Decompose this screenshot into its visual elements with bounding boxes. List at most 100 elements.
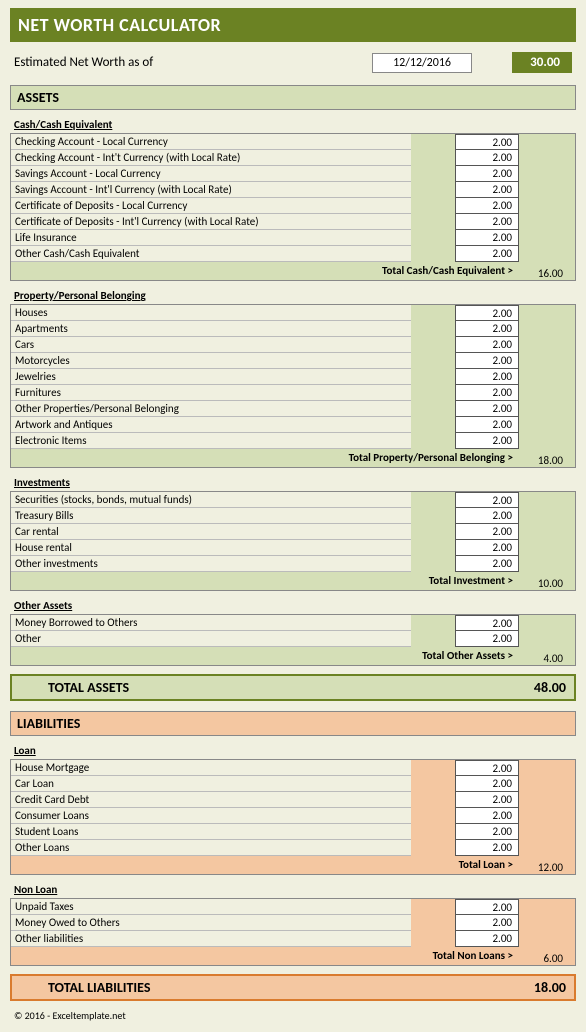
group-total-row: Total Property/Personal Belonging > — [11, 449, 519, 467]
item-value[interactable]: 2.00 — [455, 508, 519, 524]
item-row: Treasury Bills2.00 — [11, 508, 519, 524]
item-row: Credit Card Debt2.00 — [11, 792, 519, 808]
item-label: House Mortgage — [11, 760, 411, 776]
group-total-value: 10.00 — [519, 577, 569, 590]
item-label: Jewelries — [11, 369, 411, 385]
item-value[interactable]: 2.00 — [455, 214, 519, 230]
item-value[interactable]: 2.00 — [455, 792, 519, 808]
item-row: House Mortgage 2.00 — [11, 760, 519, 776]
item-row: Life Insurance2.00 — [11, 230, 519, 246]
item-label: Car rental — [11, 524, 411, 540]
item-label: Other — [11, 631, 411, 647]
item-value[interactable]: 2.00 — [455, 631, 519, 647]
group-title: Other Assets — [10, 597, 576, 614]
item-value[interactable]: 2.00 — [455, 524, 519, 540]
item-row: Car Loan 2.00 — [11, 776, 519, 792]
item-value[interactable]: 2.00 — [455, 353, 519, 369]
item-row: House rental 2.00 — [11, 540, 519, 556]
item-label: Electronic Items — [11, 433, 411, 449]
item-row: Artwork and Antiques2.00 — [11, 417, 519, 433]
item-row: Other Properties/Personal Belonging2.00 — [11, 401, 519, 417]
item-label: Apartments — [11, 321, 411, 337]
item-row: Securities (stocks, bonds, mutual funds)… — [11, 492, 519, 508]
item-row: Jewelries 2.00 — [11, 369, 519, 385]
group-total-row: Total Other Assets > — [11, 647, 519, 665]
item-value[interactable]: 2.00 — [455, 230, 519, 246]
item-row: Cars2.00 — [11, 337, 519, 353]
title-bar: NET WORTH CALCULATOR — [10, 8, 576, 42]
item-value[interactable]: 2.00 — [455, 899, 519, 915]
item-value[interactable]: 2.00 — [455, 134, 519, 150]
item-row: Money Borrowed to Others 2.00 — [11, 615, 519, 631]
group-total-label: Total Property/Personal Belonging > — [11, 449, 519, 467]
item-label: Other Cash/Cash Equivalent — [11, 246, 411, 262]
item-value[interactable]: 2.00 — [455, 776, 519, 792]
item-row: Student Loans2.00 — [11, 824, 519, 840]
group-box: Checking Account - Local Currency 2.00 Che… — [10, 133, 576, 281]
item-value[interactable]: 2.00 — [455, 182, 519, 198]
item-label: Savings Account - Local Currency — [11, 166, 411, 182]
group-total-row: Total Investment > — [11, 572, 519, 590]
item-label: Checking Account - Int't Currency (with … — [11, 150, 411, 166]
net-worth-row: Estimated Net Worth as of 12/12/2016 30.… — [10, 42, 576, 85]
item-value[interactable]: 2.00 — [455, 808, 519, 824]
item-label: Certificate of Deposits - Int'l Currency… — [11, 214, 411, 230]
item-row: Savings Account - Local Currency 2.00 — [11, 166, 519, 182]
total-liabilities-label: TOTAL LIABILITIES — [12, 979, 504, 996]
item-row: Other investments2.00 — [11, 556, 519, 572]
item-value[interactable]: 2.00 — [455, 556, 519, 572]
item-value[interactable]: 2.00 — [455, 166, 519, 182]
assets-groups: Cash/Cash EquivalentChecking Account - L… — [10, 116, 576, 666]
item-value[interactable]: 2.00 — [455, 840, 519, 856]
item-row: Car rental 2.00 — [11, 524, 519, 540]
item-label: Checking Account - Local Currency — [11, 134, 411, 150]
item-value[interactable]: 2.00 — [455, 760, 519, 776]
item-value[interactable]: 2.00 — [455, 198, 519, 214]
liabilities-groups: LoanHouse Mortgage2.00Car Loan2.00Credit… — [10, 742, 576, 966]
item-value[interactable]: 2.00 — [455, 931, 519, 947]
item-value[interactable]: 2.00 — [455, 369, 519, 385]
item-value[interactable]: 2.00 — [455, 337, 519, 353]
group-title: Cash/Cash Equivalent — [10, 116, 576, 133]
item-row: Unpaid Taxes 2.00 — [11, 899, 519, 915]
item-value[interactable]: 2.00 — [455, 824, 519, 840]
date-value[interactable]: 12/12/2016 — [372, 53, 472, 73]
group-total-value: 4.00 — [519, 652, 569, 665]
item-value[interactable]: 2.00 — [455, 417, 519, 433]
item-row: Motorcycles2.00 — [11, 353, 519, 369]
group-box: Houses2.00Apartments2.00Cars2.00Motorcyc… — [10, 304, 576, 468]
group-box: Unpaid Taxes 2.00Money Owed to Others2.00… — [10, 898, 576, 966]
item-value[interactable]: 2.00 — [455, 321, 519, 337]
group: Cash/Cash EquivalentChecking Account - L… — [10, 116, 576, 281]
item-value[interactable]: 2.00 — [455, 385, 519, 401]
total-liabilities-row: TOTAL LIABILITIES 18.00 — [10, 974, 576, 1001]
group: Property/Personal BelongingHouses2.00Apa… — [10, 287, 576, 468]
page: NET WORTH CALCULATOR Estimated Net Worth… — [0, 0, 586, 1032]
group: Non LoanUnpaid Taxes2.00Money Owed to Ot… — [10, 881, 576, 966]
item-value[interactable]: 2.00 — [455, 150, 519, 166]
item-value[interactable]: 2.00 — [455, 615, 519, 631]
group-box: Money Borrowed to Others2.00Other2.00Tot… — [10, 614, 576, 666]
group-total-value: 18.00 — [519, 454, 569, 467]
total-liabilities-value: 18.00 — [504, 979, 574, 996]
item-row: Apartments 2.00 — [11, 321, 519, 337]
item-row: Money Owed to Others2.00 — [11, 915, 519, 931]
item-value[interactable]: 2.00 — [455, 915, 519, 931]
item-label: Securities (stocks, bonds, mutual funds) — [11, 492, 411, 508]
group-total-label: Total Non Loans > — [11, 947, 519, 965]
item-value[interactable]: 2.00 — [455, 246, 519, 262]
group-total-label: Total Investment > — [11, 572, 519, 590]
item-value[interactable]: 2.00 — [455, 540, 519, 556]
item-value[interactable]: 2.00 — [455, 401, 519, 417]
item-row: Other liabilities2.00 — [11, 931, 519, 947]
item-value[interactable]: 2.00 — [455, 492, 519, 508]
item-row: Other Loans2.00 — [11, 840, 519, 856]
item-label: Car Loan — [11, 776, 411, 792]
item-value[interactable]: 2.00 — [455, 433, 519, 449]
item-label: House rental — [11, 540, 411, 556]
item-label: Money Borrowed to Others — [11, 615, 411, 631]
item-value[interactable]: 2.00 — [455, 305, 519, 321]
item-label: Unpaid Taxes — [11, 899, 411, 915]
assets-header: ASSETS — [10, 85, 576, 110]
footer: © 2016 - Exceltemplate.net — [10, 1001, 576, 1024]
